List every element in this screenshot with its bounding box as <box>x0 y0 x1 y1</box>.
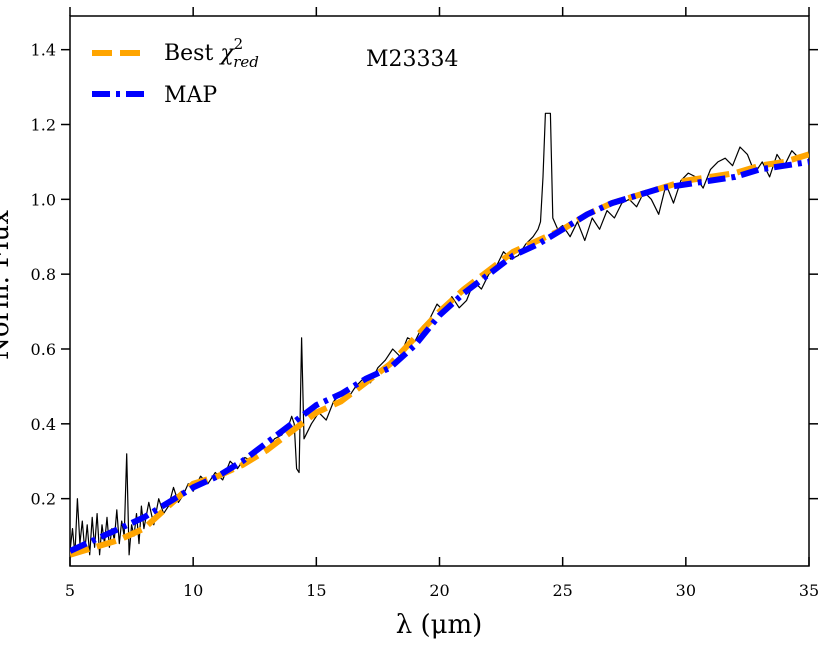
x-tick-label: 5 <box>65 581 75 600</box>
y-axis: 0.2 0.4 0.6 0.8 1.0 1.2 1.4 <box>31 41 818 509</box>
x-axis: 5 10 15 20 25 30 35 <box>65 7 819 600</box>
series-line-best-chi2 <box>70 151 809 558</box>
x-tick-label: 10 <box>183 581 203 600</box>
y-tick-label: 0.4 <box>31 415 56 434</box>
x-tick-label: 30 <box>676 581 696 600</box>
series-line-map <box>70 158 809 554</box>
legend-label-best-chi2: Best χ2 red <box>164 35 259 71</box>
y-tick-label: 1.2 <box>31 116 56 135</box>
x-axis-label: λ (μm) <box>396 610 483 640</box>
x-tick-label: 15 <box>306 581 326 600</box>
y-tick-label: 0.8 <box>31 265 56 284</box>
spectrum-id-annotation: M23334 <box>366 47 459 72</box>
y-tick-label: 0.2 <box>31 490 56 509</box>
legend: Best χ2 red MAP <box>92 35 259 108</box>
x-tick-label: 25 <box>552 581 572 600</box>
y-tick-label: 1.0 <box>31 190 56 209</box>
x-tick-label: 35 <box>799 581 819 600</box>
y-tick-label: 1.4 <box>31 41 56 60</box>
x-tick-label: 20 <box>429 581 449 600</box>
y-tick-label: 0.6 <box>31 340 56 359</box>
y-axis-label: Norm. Flux <box>0 210 15 360</box>
legend-label-map: MAP <box>164 83 217 108</box>
